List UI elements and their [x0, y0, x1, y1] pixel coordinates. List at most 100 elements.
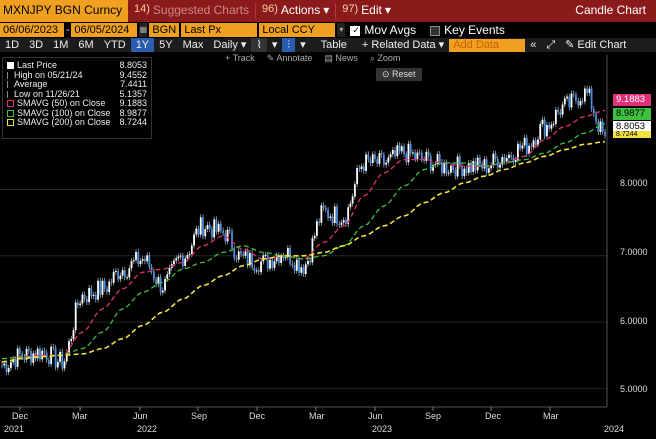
candle-chart-icon[interactable]: ⫶ — [282, 38, 296, 52]
period-5y[interactable]: 5Y — [159, 39, 173, 51]
candle-body — [83, 294, 86, 299]
currency-select[interactable]: Local CCY — [259, 23, 336, 37]
candle-body — [510, 154, 513, 158]
candle-body — [126, 277, 128, 279]
candle-body — [532, 140, 535, 148]
end-date-field[interactable]: 06/05/2024 — [71, 23, 138, 37]
candle-body — [512, 157, 515, 163]
candle-body — [412, 152, 414, 154]
candle-body — [184, 258, 187, 266]
key-events-checkbox[interactable] — [430, 25, 441, 36]
period-ytd[interactable]: YTD — [103, 39, 126, 51]
frequency-select[interactable]: Daily ▾ — [213, 39, 247, 51]
candle-body — [432, 165, 434, 171]
candle-body — [242, 253, 245, 256]
calendar-icon[interactable]: ▦ — [139, 23, 148, 37]
track-tool[interactable]: + Track — [225, 53, 255, 63]
candle-body — [604, 131, 606, 136]
edit-menu[interactable]: 97) Edit ▾ — [336, 0, 397, 22]
key-events-toggle[interactable]: Key Events — [430, 23, 505, 37]
candle-body — [487, 168, 490, 173]
zoom-tool[interactable]: ⌕ Zoom — [369, 53, 401, 63]
suggested-charts-button[interactable]: 14) Suggested Charts — [128, 0, 255, 22]
candle-body — [316, 221, 318, 236]
candle-body — [528, 145, 530, 155]
table-button[interactable]: Table — [320, 39, 347, 51]
candle-body — [414, 152, 417, 160]
mov-avgs-toggle[interactable]: Mov Avgs — [350, 23, 416, 37]
actions-menu[interactable]: 96) Actions ▾ — [256, 0, 335, 22]
legend-text: SMAVG (50) on Close — [17, 98, 106, 108]
legend-value: 9.1883 — [119, 98, 147, 108]
price-field-select[interactable]: Last Px — [181, 23, 258, 37]
candle-body — [302, 267, 305, 275]
candle-body — [182, 255, 184, 266]
legend-label: Average — [7, 79, 47, 90]
smavg50-line — [1, 109, 606, 360]
candle-body — [1, 365, 3, 367]
candle-body — [327, 209, 329, 218]
mov-avgs-checkbox[interactable] — [350, 25, 361, 36]
edit-label: Edit — [361, 3, 382, 17]
candle-body — [246, 251, 249, 266]
candle-body — [79, 303, 82, 306]
news-tool[interactable]: ▤ News — [324, 53, 358, 63]
candle-body — [391, 149, 394, 155]
expand-icon[interactable]: ⤢ — [546, 39, 556, 51]
candle-body — [255, 270, 258, 272]
candle-body — [539, 124, 542, 140]
candle-body — [329, 216, 332, 218]
chart-type-dropdown-icon[interactable]: ▾ — [271, 39, 278, 51]
period-1d[interactable]: 1D — [5, 39, 20, 51]
add-data-input[interactable]: Add Data — [449, 38, 526, 52]
candle-body — [88, 288, 90, 303]
period-1y[interactable]: 1Y — [130, 38, 155, 52]
candle-body — [374, 154, 376, 160]
candle-body — [530, 145, 533, 148]
candle-body — [164, 278, 166, 291]
period-1m[interactable]: 1M — [53, 39, 69, 51]
start-date-field[interactable]: 06/06/2023 — [0, 23, 64, 37]
reset-button[interactable]: ⊙ Reset — [376, 68, 422, 81]
period-max[interactable]: Max — [182, 39, 204, 51]
chart-type-dropdown2-icon[interactable]: ▾ — [300, 39, 306, 51]
related-data-button[interactable]: + Related Data ▾ — [361, 39, 445, 51]
candle-body — [115, 270, 117, 272]
collapse-icon[interactable]: « — [530, 39, 537, 51]
candle-body — [543, 119, 546, 137]
candle-body — [501, 156, 504, 165]
candle-body — [387, 157, 390, 163]
currency-dropdown-icon[interactable]: ▾ — [337, 23, 346, 37]
candle-body — [492, 153, 495, 166]
legend-label: SMAVG (200) on Close — [7, 117, 110, 128]
candle-body — [575, 94, 577, 101]
candle-body — [260, 261, 262, 273]
candle-body — [590, 88, 593, 110]
actions-number: 96) — [261, 3, 278, 15]
candle-body — [322, 205, 325, 209]
legend-row: High on 05/21/24 9.4552 — [7, 70, 147, 81]
legend-swatch — [7, 119, 14, 127]
candle-body — [429, 155, 432, 171]
candle-body — [177, 256, 180, 259]
candle-body — [27, 348, 30, 352]
annotate-tool[interactable]: ✎ Annotate — [266, 53, 313, 63]
candle-body — [318, 221, 321, 223]
period-3d[interactable]: 3D — [29, 39, 44, 51]
candle-body — [119, 275, 122, 280]
candle-body — [461, 165, 463, 177]
actions-label: Actions — [280, 3, 321, 17]
ticker-field[interactable]: MXNJPY BGN Curncy — [0, 0, 128, 22]
period-6m[interactable]: 6M — [78, 39, 94, 51]
candle-body — [434, 164, 437, 166]
candle-body — [298, 259, 300, 273]
chart-type-line-icon[interactable]: ⌇ — [251, 38, 267, 52]
x-month-label: Jun — [133, 411, 148, 421]
candle-body — [152, 271, 155, 280]
candle-body — [521, 145, 524, 149]
source-field[interactable]: BGN — [149, 23, 180, 37]
legend-swatch — [7, 62, 14, 70]
candle-body — [195, 228, 198, 235]
edit-chart-button[interactable]: ✎ Edit Chart — [565, 39, 627, 51]
